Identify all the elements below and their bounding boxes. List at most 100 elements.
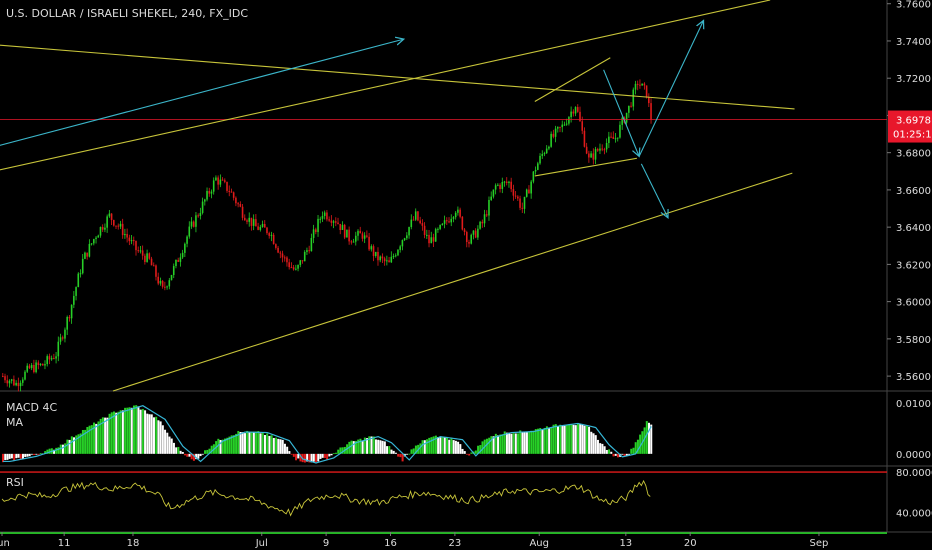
candle[interactable] — [206, 190, 208, 200]
trendline[interactable] — [534, 157, 638, 177]
candle[interactable] — [519, 198, 521, 208]
candle[interactable] — [550, 133, 552, 147]
candle[interactable] — [246, 220, 248, 222]
candle[interactable] — [166, 286, 168, 288]
candle[interactable] — [33, 364, 35, 373]
candle[interactable] — [419, 220, 421, 224]
candle[interactable] — [215, 177, 217, 181]
candle[interactable] — [461, 216, 464, 230]
candle[interactable] — [266, 227, 268, 234]
candle[interactable] — [172, 266, 175, 275]
candle[interactable] — [66, 316, 68, 330]
candle[interactable] — [48, 356, 51, 360]
rsi-pane[interactable] — [0, 471, 887, 534]
candle[interactable] — [190, 221, 193, 227]
candle[interactable] — [141, 250, 144, 256]
candle[interactable] — [210, 191, 213, 194]
candle[interactable] — [610, 136, 612, 138]
candle[interactable] — [130, 240, 133, 242]
candle[interactable] — [501, 181, 504, 189]
candle[interactable] — [357, 230, 359, 236]
candle[interactable] — [219, 179, 222, 185]
candle[interactable] — [632, 89, 635, 107]
candle[interactable] — [406, 235, 408, 239]
candle[interactable] — [450, 218, 453, 223]
candle[interactable] — [372, 246, 375, 257]
candle[interactable] — [279, 252, 282, 254]
candle[interactable] — [310, 237, 313, 252]
candle[interactable] — [503, 181, 506, 183]
candle[interactable] — [408, 227, 410, 236]
candle[interactable] — [88, 243, 91, 257]
candle[interactable] — [417, 211, 419, 221]
candle[interactable] — [337, 222, 339, 224]
candle[interactable] — [84, 252, 86, 259]
candle[interactable] — [596, 149, 599, 151]
candle[interactable] — [139, 250, 142, 252]
drawn-arrow[interactable] — [603, 69, 640, 157]
candle[interactable] — [581, 121, 584, 131]
candle[interactable] — [115, 225, 117, 227]
candle[interactable] — [343, 224, 346, 238]
candle[interactable] — [175, 259, 177, 267]
candle[interactable] — [181, 252, 184, 258]
candle[interactable] — [354, 235, 357, 242]
drawn-arrow[interactable] — [0, 39, 404, 147]
drawn-arrow[interactable] — [638, 20, 703, 157]
candle[interactable] — [317, 218, 319, 233]
candle[interactable] — [481, 221, 484, 224]
candle[interactable] — [230, 191, 233, 193]
candle[interactable] — [523, 196, 526, 209]
candle[interactable] — [90, 243, 93, 245]
candle[interactable] — [53, 358, 55, 360]
candle[interactable] — [212, 180, 215, 192]
candle[interactable] — [59, 337, 62, 342]
candle[interactable] — [2, 376, 4, 378]
candle[interactable] — [530, 181, 532, 194]
candle[interactable] — [137, 250, 140, 252]
candle[interactable] — [64, 329, 66, 339]
candle[interactable] — [110, 213, 113, 221]
candle[interactable] — [630, 105, 632, 107]
candle[interactable] — [465, 232, 468, 243]
candle[interactable] — [50, 358, 53, 360]
candle[interactable] — [528, 189, 530, 194]
candle[interactable] — [505, 181, 508, 184]
candle[interactable] — [392, 256, 395, 258]
candle[interactable] — [565, 123, 568, 125]
candle[interactable] — [399, 246, 401, 250]
candle[interactable] — [257, 226, 259, 230]
candle[interactable] — [326, 212, 328, 220]
candle[interactable] — [55, 356, 57, 359]
candle[interactable] — [537, 163, 539, 170]
candle[interactable] — [605, 142, 608, 150]
candle[interactable] — [192, 221, 195, 227]
candle[interactable] — [386, 260, 388, 262]
candle[interactable] — [250, 217, 253, 226]
candle[interactable] — [79, 273, 82, 275]
candle[interactable] — [639, 84, 641, 86]
candle[interactable] — [224, 180, 226, 182]
candle[interactable] — [634, 83, 637, 90]
candle[interactable] — [554, 128, 557, 137]
candle[interactable] — [574, 107, 577, 114]
candle[interactable] — [239, 204, 242, 207]
candle[interactable] — [312, 229, 315, 238]
price-axis[interactable]: 3.76003.74003.72003.70003.68003.66003.64… — [887, 0, 932, 520]
candle[interactable] — [512, 189, 515, 196]
candle[interactable] — [170, 274, 173, 281]
candle[interactable] — [86, 252, 88, 257]
candle[interactable] — [363, 235, 366, 239]
candle[interactable] — [583, 130, 586, 147]
candle[interactable] — [568, 117, 570, 124]
candle[interactable] — [468, 242, 470, 244]
candle[interactable] — [255, 219, 257, 227]
candle[interactable] — [201, 201, 204, 213]
candle[interactable] — [57, 341, 60, 357]
trendline[interactable] — [0, 0, 771, 171]
candle[interactable] — [377, 251, 379, 261]
candle[interactable] — [315, 229, 317, 233]
candle[interactable] — [490, 196, 492, 201]
candle[interactable] — [157, 276, 159, 284]
candle[interactable] — [588, 153, 590, 158]
